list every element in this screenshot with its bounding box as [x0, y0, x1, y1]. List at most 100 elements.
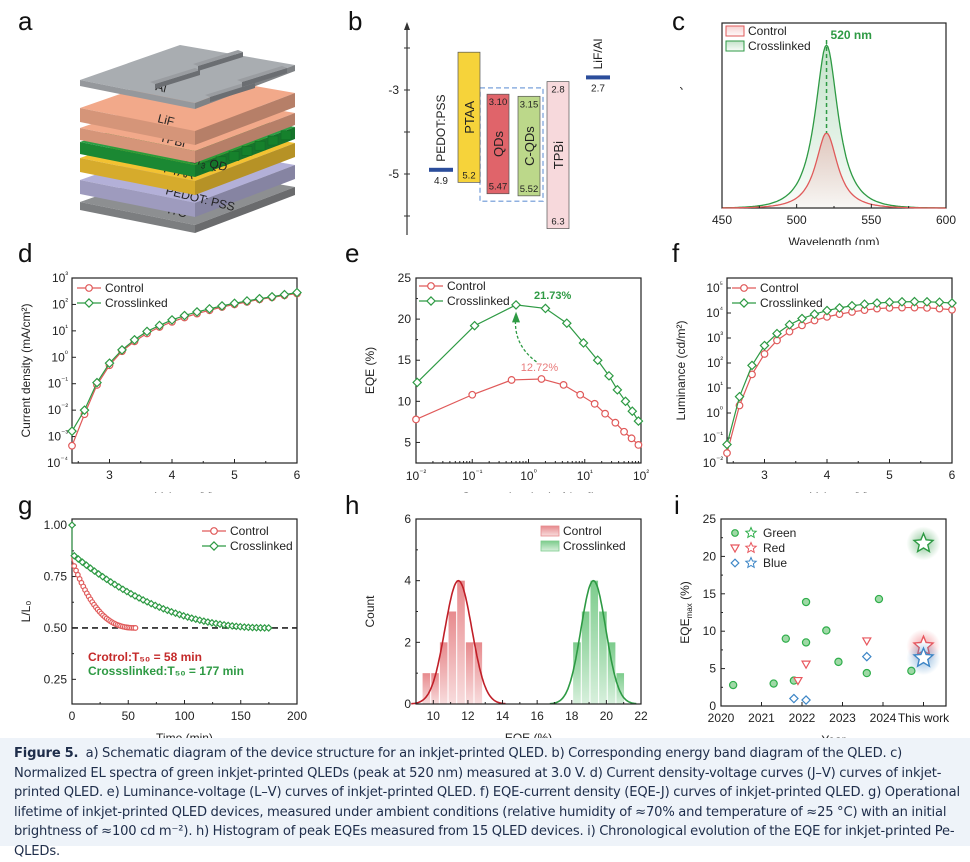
data-point — [279, 289, 290, 300]
qd-dot — [241, 146, 253, 156]
y-tick-label: 15 — [703, 587, 717, 601]
device-stack-diagram: ITOPEDOT: PSSPTAACsPbBr3 QDTPBiLiFAl — [80, 45, 295, 233]
data-point — [834, 302, 845, 313]
x-tick-label: 500 — [787, 213, 807, 227]
layer-side-face — [195, 143, 295, 195]
legend-label: Control — [748, 24, 787, 38]
chart-eqe-evolution: Year EQEmax (%) 2020 2021 2022 2023 2024 This w… — [678, 512, 950, 740]
y-tick-label: 5 — [709, 662, 716, 676]
data-point — [722, 439, 732, 450]
al-electrode-side — [198, 52, 243, 71]
x-tick-label: 150 — [231, 709, 251, 723]
gaussian-fit — [549, 579, 637, 705]
series-red — [792, 637, 872, 686]
x-axis-label: Year — [821, 733, 845, 740]
legend-marker — [740, 284, 748, 292]
data-point — [578, 338, 589, 348]
layer-side-face — [195, 165, 295, 217]
y-tick-label: 10⁴ — [706, 305, 723, 320]
data-point — [254, 293, 265, 304]
energy-value-label: 6.3 — [551, 217, 564, 228]
legend-label: Control — [105, 281, 144, 295]
material-name: LiF/Al — [591, 39, 605, 70]
series-blue — [788, 651, 872, 705]
y-tick-label: 20 — [703, 549, 717, 563]
legend-marker — [730, 558, 740, 568]
data-point — [801, 638, 811, 647]
y-axis-label: EL Intensity — [680, 84, 683, 146]
al-electrode-side — [155, 70, 200, 89]
y-tick-label: 10⁰ — [706, 405, 723, 420]
data-point — [129, 334, 140, 345]
legend-label: Control — [447, 279, 486, 293]
y-tick-label: 5 — [404, 435, 411, 449]
data-point — [507, 376, 516, 384]
y-tick-label: 10 — [703, 624, 717, 638]
energy-tick-label: -5 — [388, 167, 399, 181]
data-point — [576, 390, 585, 399]
y-tick-label: 4 — [404, 574, 411, 588]
x-tick-label: 3 — [761, 468, 768, 482]
histogram-bar — [573, 642, 581, 704]
panel-label-b: b — [348, 6, 363, 36]
data-point — [292, 287, 302, 298]
panel-label-e: e — [345, 238, 360, 268]
histogram-bar — [581, 611, 590, 704]
energy-tick-label: -3 — [388, 83, 399, 97]
peak-annotation: 520 nm — [831, 28, 872, 42]
star-marker — [912, 646, 935, 668]
data-point — [104, 358, 115, 369]
data-point — [797, 313, 807, 324]
legend-label: Crosslinked — [760, 296, 823, 310]
legend-marker — [427, 282, 435, 290]
data-point — [468, 390, 477, 399]
data-point — [801, 660, 812, 670]
data-point — [784, 319, 795, 330]
data-point — [142, 326, 152, 337]
y-tick-label: 10⁻¹ — [48, 376, 69, 391]
energy-value-label: 5.2 — [462, 170, 475, 181]
data-point — [192, 306, 202, 317]
data-point — [132, 625, 139, 631]
energy-level-pedot-pss: 4.9 PEDOT:PSS — [429, 94, 453, 187]
this-work-green — [906, 526, 941, 561]
peak-annotation-crosslinked: 21.73% — [534, 290, 572, 302]
x-tick-label: 6 — [294, 468, 301, 482]
data-point — [792, 676, 803, 686]
plot-frame — [71, 277, 298, 464]
energy-band-box — [486, 93, 510, 195]
data-point — [862, 668, 871, 678]
data-point — [909, 296, 920, 307]
x-tick-label: 2022 — [789, 711, 816, 725]
legend-label: Control — [230, 524, 269, 538]
energy-value-label: 4.9 — [434, 176, 448, 187]
data-point — [861, 651, 872, 662]
series-control — [411, 579, 506, 705]
data-point — [590, 399, 599, 408]
legend-marker — [426, 296, 436, 306]
data-point — [592, 355, 603, 366]
data-point — [611, 418, 620, 427]
y-tick-label: 6 — [404, 512, 411, 526]
energy-value-label: 2.8 — [551, 85, 564, 96]
data-point — [264, 623, 273, 632]
data-point — [412, 377, 423, 388]
legend-label: Control — [563, 524, 602, 538]
x-tick-label: 12 — [461, 709, 475, 723]
y-axis-label: L/L₀ — [20, 601, 33, 623]
layer-side-face — [195, 93, 295, 145]
chart-eqe-histogram: EQE (%) Count 10 12 14 16 18 20 22 0 2 4 6 ControlCro… — [363, 512, 648, 740]
legend-label: Crosslinked — [563, 539, 626, 553]
energy-band-box — [457, 51, 481, 183]
t50-annotation-crosslinked: Crossslinked:T₅₀ = 177 min — [88, 664, 244, 678]
layer-front-face — [80, 128, 195, 163]
layer-front-face — [80, 158, 195, 195]
legend-marker — [209, 541, 219, 551]
series-green — [728, 594, 916, 690]
y-tick-label: 10³ — [707, 330, 723, 345]
x-tick-label: 2020 — [708, 711, 735, 725]
legend-label: Crosslinked — [105, 296, 168, 310]
chart-lifetime: Time (min) L/L₀ 0 50 100 150 200 0.25 0.50 0.75 1.… — [20, 518, 307, 740]
histogram-bar — [474, 642, 483, 704]
data-point — [747, 360, 757, 371]
